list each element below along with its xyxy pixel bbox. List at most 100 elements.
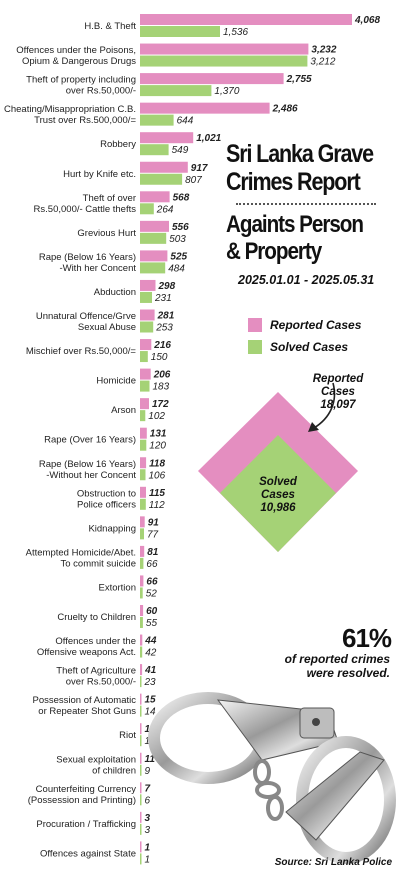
solved-bar [140, 232, 167, 244]
resolution-percent: 61% [342, 623, 392, 653]
reported-value-label: 216 [153, 340, 171, 351]
reported-bar [140, 191, 170, 203]
reported-total-label: Reported Cases 18,097 [298, 373, 378, 412]
reported-bar [140, 161, 188, 173]
reported-value-label: 917 [191, 163, 208, 174]
pointer-arrow [313, 382, 336, 429]
reported-bar [140, 73, 284, 85]
solved-bar [140, 173, 183, 185]
reported-bar [140, 545, 145, 557]
category-label: Abduction [94, 287, 136, 298]
solved-value-label: 9 [145, 766, 151, 777]
category-label: Theft of property including over Rs.50,00… [26, 75, 136, 97]
solved-value-label: 120 [149, 441, 166, 452]
reported-bar [140, 102, 270, 114]
reported-value-label: 206 [153, 370, 171, 381]
legend-solved: Solved Cases [248, 340, 348, 354]
category-label: Offences under the Offensive weapons Act. [37, 636, 136, 658]
reported-value-label: 1,021 [196, 133, 221, 144]
category-label: Sexual exploitation of children [56, 754, 136, 776]
legend-solved-swatch [248, 340, 262, 354]
solved-bar [140, 676, 142, 688]
reported-value-label: 3,232 [311, 45, 336, 56]
category-label: Extortion [99, 583, 137, 594]
dotted-divider [236, 203, 376, 205]
solved-value-label: 55 [146, 618, 158, 629]
date-range: 2025.01.01 - 2025.05.31 [238, 273, 375, 287]
category-label: Offences under the Poisons, Opium & Dange… [16, 45, 136, 67]
category-label: Hurt by Knife etc. [63, 169, 136, 180]
reported-bar [140, 605, 144, 616]
solved-bar [140, 114, 174, 126]
solved-bar [140, 85, 212, 97]
reported-bar [140, 368, 151, 380]
title-block: Sri Lanka Grave Crimes Report Againts Pe… [226, 140, 396, 287]
solved-bar [140, 853, 142, 865]
solved-value-label: 150 [151, 352, 168, 363]
solved-bar [140, 557, 144, 569]
category-label: Rape (Below 16 Years) -Without her Concen… [39, 459, 137, 481]
title-line-1: Sri Lanka Grave [226, 140, 374, 168]
category-label: Mischief over Rs.50,000/= [26, 346, 137, 357]
reported-value-label: 60 [146, 606, 158, 617]
category-label: Arson [111, 405, 136, 416]
reported-value-label: 131 [150, 429, 167, 440]
legend-reported: Reported Cases [248, 318, 361, 332]
reported-value-label: 44 [144, 636, 157, 647]
category-label: H.B. & Theft [84, 21, 136, 32]
solved-value-label: 549 [172, 145, 189, 156]
category-label: Obstruction to Police officers [77, 488, 136, 510]
solved-bar [140, 410, 146, 422]
reported-bar [140, 723, 142, 735]
solved-value-label: 106 [149, 470, 166, 481]
reported-value-label: 115 [149, 488, 165, 499]
reported-bar [140, 279, 156, 291]
reported-bar [140, 575, 144, 587]
reported-value-label: 41 [144, 665, 157, 676]
solved-value-label: 112 [149, 500, 165, 511]
category-label: Kidnapping [88, 523, 136, 534]
solved-bar [140, 380, 150, 392]
category-label: Rape (Over 16 Years) [44, 435, 136, 446]
reported-value-label: 2,486 [272, 104, 298, 115]
reported-value-label: 11 [145, 754, 156, 765]
solved-bar [140, 55, 308, 67]
reported-bar [140, 516, 145, 528]
reported-bar [140, 339, 152, 351]
solved-value-label: 264 [156, 204, 174, 215]
reported-bar [140, 664, 143, 676]
solved-value-label: 3 [145, 825, 151, 836]
reported-value-label: 91 [148, 517, 160, 528]
solved-bar [140, 794, 142, 806]
legend-solved-label: Solved Cases [270, 340, 349, 354]
reported-bar [140, 250, 168, 262]
reported-value-label: 4,068 [354, 15, 380, 26]
solved-value-label: 484 [168, 263, 185, 274]
solved-value-label: 807 [185, 175, 202, 186]
solved-value-label: 183 [153, 382, 170, 393]
reported-value-label: 66 [146, 576, 158, 587]
category-label: Theft of over Rs.50,000/- Cattle thefts [34, 193, 137, 215]
solved-value-label: 644 [177, 116, 194, 127]
category-label: Robbery [100, 139, 136, 150]
solved-value-label: 1,536 [223, 27, 248, 38]
reported-bar [140, 782, 142, 794]
reported-bar [140, 43, 309, 55]
reported-value-label: 556 [172, 222, 189, 233]
solved-value-label: 3,212 [310, 57, 335, 68]
category-label: Attempted Homicide/Abet. To commit suicid… [26, 547, 136, 569]
solved-total-text-2: Cases [261, 489, 295, 501]
solved-value-label: 503 [169, 234, 186, 245]
solved-bar [140, 646, 143, 658]
category-label: Counterfeiting Currency (Possession and P… [28, 784, 136, 806]
solved-value-label: 14 [145, 707, 157, 718]
solved-bar [140, 144, 169, 156]
reported-bar [140, 693, 142, 705]
solved-bar [140, 617, 143, 628]
reported-total-text-2: Cases [321, 386, 355, 398]
solved-value-label: 77 [147, 529, 159, 540]
solved-bar [140, 528, 144, 540]
